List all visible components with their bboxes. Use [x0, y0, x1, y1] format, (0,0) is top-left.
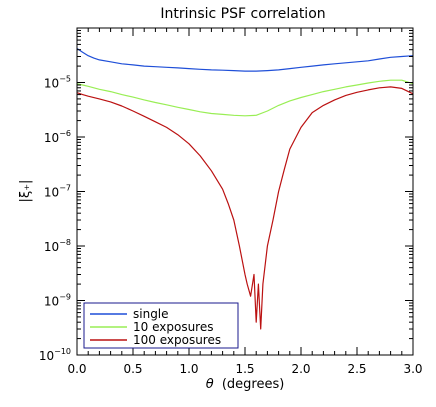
chart-title: Intrinsic PSF correlation [160, 6, 325, 22]
x-axis-symbol: θ [206, 377, 214, 392]
x-axis-label: θ (degrees) [206, 377, 285, 392]
series-line-1 [76, 79, 414, 117]
x-tick-label: 0.5 [123, 362, 142, 376]
y-tick-label: 10−10 [39, 347, 71, 363]
y-axis-label: |ξ₊| [18, 180, 33, 203]
y-tick-label: 10−6 [44, 129, 71, 145]
x-tick-label: 2.0 [291, 362, 310, 376]
x-tick-label: 1.5 [235, 362, 254, 376]
x-tick-label: 1.0 [179, 362, 198, 376]
series-line-2 [76, 86, 414, 330]
x-axis: 0.0 0.5 1.0 1.5 2.0 2.5 3.0 [67, 28, 423, 376]
y-axis: 10−10 10−9 10−8 10−7 10−6 10−5 [39, 29, 413, 363]
y-tick-label: 10−9 [44, 293, 71, 309]
legend-label-1: 10 exposures [133, 320, 213, 334]
y-tick-label: 10−8 [44, 238, 71, 254]
x-tick-label: 3.0 [403, 362, 422, 376]
plot-series [76, 47, 414, 330]
legend-label-0: single [133, 307, 169, 321]
y-tick-label: 10−7 [44, 184, 71, 200]
x-tick-label: 0.0 [67, 362, 86, 376]
series-line-0 [76, 47, 414, 72]
legend-label-2: 100 exposures [133, 333, 221, 347]
y-tick-label: 10−5 [44, 75, 71, 91]
x-axis-unit: (degrees) [222, 377, 284, 392]
x-tick-label: 2.5 [347, 362, 366, 376]
